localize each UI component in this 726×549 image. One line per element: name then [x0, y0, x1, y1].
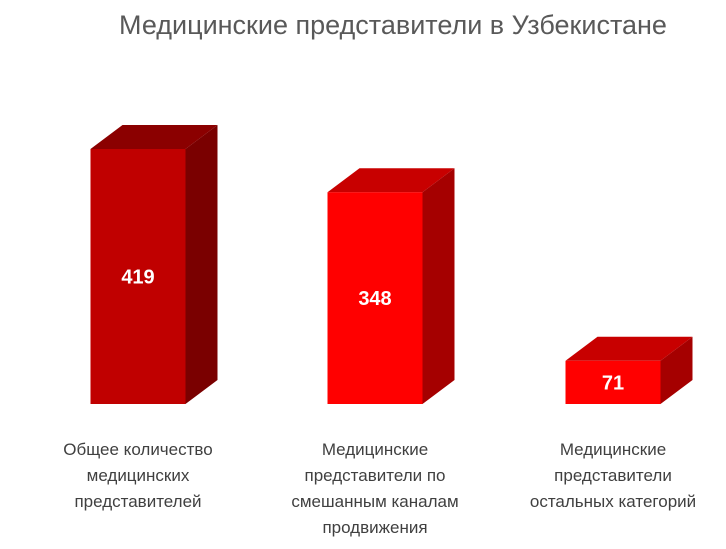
- category-label-3: Медицинские представители остальных катего…: [503, 437, 723, 515]
- chart-title: Медицинские представители в Узбекистане: [119, 10, 667, 40]
- category-label-line: представители по: [304, 466, 446, 485]
- bar-top-face-2: [327, 168, 455, 193]
- category-label-line: медицинских: [86, 466, 190, 485]
- category-label-line: Медицинские: [321, 440, 429, 459]
- bar-side-face-3: [660, 336, 693, 404]
- bar-2: [327, 192, 423, 404]
- bar-1: [90, 149, 186, 404]
- data-label-1: 419: [121, 267, 154, 289]
- bar-3: [565, 360, 661, 404]
- bar-top-face-3: [565, 336, 693, 361]
- data-label-3: 71: [602, 372, 624, 394]
- category-label-line: Общее количество: [63, 440, 213, 459]
- category-label-line: смешанным каналам: [291, 492, 459, 511]
- category-label-line: представители: [554, 466, 672, 485]
- category-label-line: представителей: [74, 492, 202, 511]
- category-label-2: Медицинские представители по смешанным кан…: [265, 437, 485, 541]
- bar-top-face-1: [90, 125, 218, 149]
- category-label-line: Медицинские: [559, 440, 667, 459]
- data-label-2: 348: [358, 288, 391, 310]
- category-label-line: продвижения: [322, 518, 428, 537]
- category-label-1: Общее количество медицинских представителе…: [28, 437, 248, 515]
- category-label-line: остальных категорий: [529, 492, 697, 511]
- bar-side-face-2: [422, 168, 455, 404]
- bar-side-face-1: [185, 125, 218, 404]
